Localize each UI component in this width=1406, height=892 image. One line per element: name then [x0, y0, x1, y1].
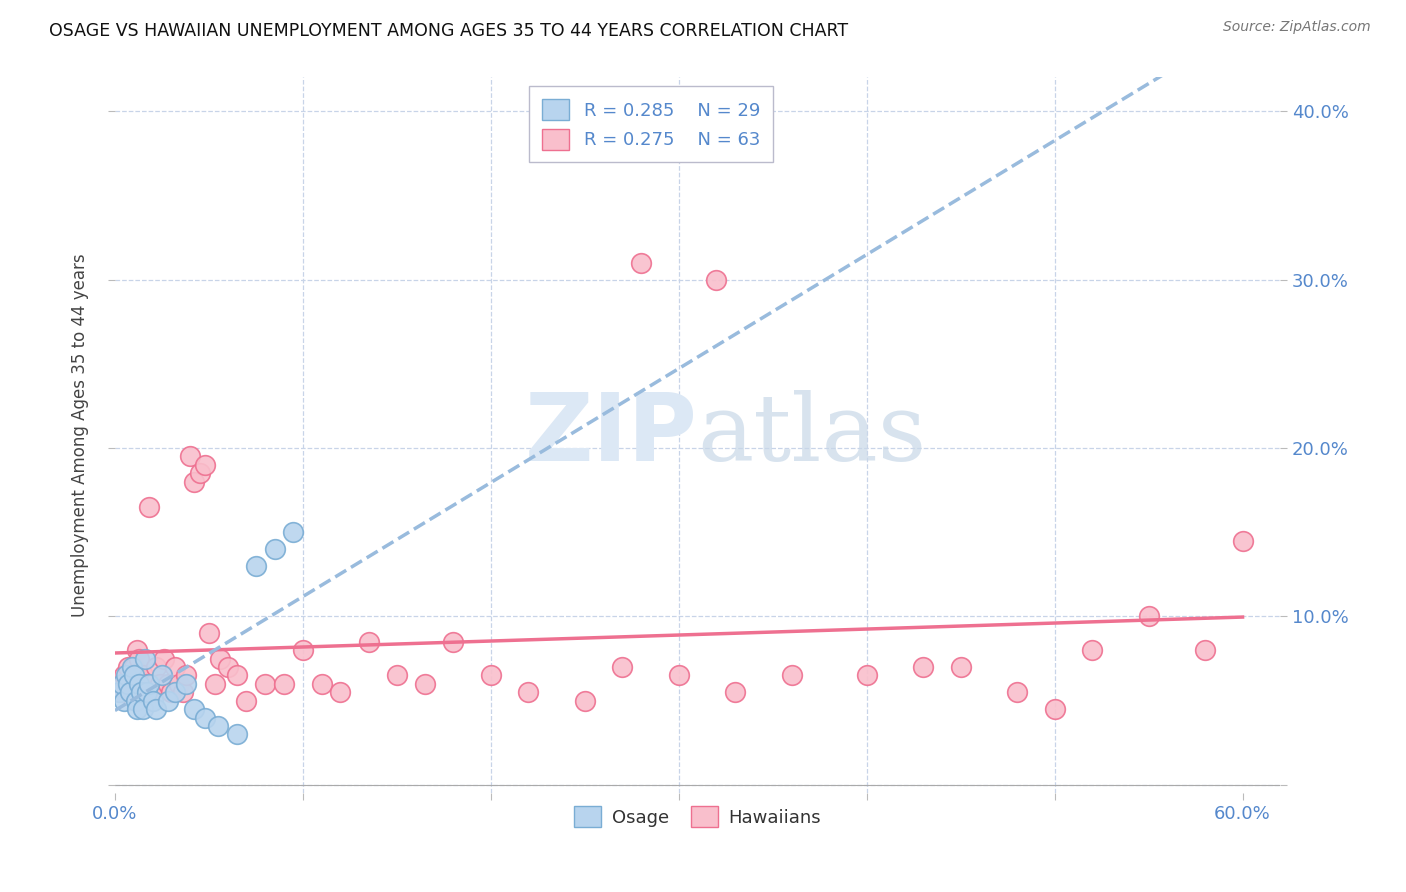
Point: [188, 467, 211, 481]
Point: [574, 694, 596, 708]
Point: [441, 634, 464, 648]
Point: [117, 677, 139, 691]
Point: [235, 694, 257, 708]
Point: [194, 458, 217, 472]
Point: [149, 677, 172, 691]
Point: [139, 685, 162, 699]
Point: [132, 668, 155, 682]
Point: [207, 719, 229, 733]
Point: [132, 702, 155, 716]
Point: [198, 626, 221, 640]
Point: [150, 668, 173, 682]
Point: [135, 677, 157, 691]
Point: [254, 677, 277, 691]
Point: [165, 685, 187, 699]
Point: [121, 660, 143, 674]
Point: [226, 668, 249, 682]
Point: [112, 694, 135, 708]
Point: [704, 272, 727, 286]
Point: [128, 677, 150, 691]
Point: [141, 694, 163, 708]
Point: [134, 685, 156, 699]
Point: [145, 702, 167, 716]
Point: [179, 450, 201, 464]
Point: [160, 685, 183, 699]
Point: [129, 677, 152, 691]
Point: [357, 634, 380, 648]
Point: [413, 677, 436, 691]
Point: [194, 710, 217, 724]
Point: [115, 677, 138, 691]
Point: [117, 660, 139, 674]
Point: [156, 677, 179, 691]
Point: [855, 668, 877, 682]
Point: [138, 500, 160, 514]
Point: [122, 668, 145, 682]
Point: [138, 677, 160, 691]
Point: [134, 651, 156, 665]
Point: [273, 677, 295, 691]
Point: [780, 668, 803, 682]
Point: [176, 677, 198, 691]
Text: OSAGE VS HAWAIIAN UNEMPLOYMENT AMONG AGES 35 TO 44 YEARS CORRELATION CHART: OSAGE VS HAWAIIAN UNEMPLOYMENT AMONG AGE…: [49, 22, 848, 40]
Text: Source: ZipAtlas.com: Source: ZipAtlas.com: [1223, 20, 1371, 34]
Point: [183, 702, 205, 716]
Point: [115, 668, 138, 682]
Y-axis label: Unemployment Among Ages 35 to 44 years: Unemployment Among Ages 35 to 44 years: [72, 253, 89, 617]
Point: [204, 677, 226, 691]
Point: [124, 668, 146, 682]
Point: [110, 685, 132, 699]
Point: [129, 685, 152, 699]
Text: atlas: atlas: [697, 391, 927, 481]
Point: [135, 685, 157, 699]
Point: [167, 677, 190, 691]
Point: [152, 651, 174, 665]
Legend: Osage, Hawaiians: Osage, Hawaiians: [567, 799, 828, 834]
Point: [1232, 533, 1254, 548]
Point: [724, 685, 747, 699]
Point: [156, 694, 179, 708]
Point: [183, 475, 205, 489]
Point: [141, 677, 163, 691]
Point: [111, 677, 134, 691]
Point: [949, 660, 972, 674]
Point: [112, 668, 135, 682]
Point: [217, 660, 239, 674]
Point: [612, 660, 634, 674]
Point: [107, 685, 129, 699]
Point: [311, 677, 333, 691]
Point: [145, 660, 167, 674]
Point: [122, 660, 145, 674]
Point: [128, 651, 150, 665]
Point: [385, 668, 408, 682]
Point: [479, 668, 502, 682]
Point: [630, 256, 652, 270]
Point: [283, 525, 305, 540]
Point: [1194, 643, 1216, 657]
Point: [165, 660, 187, 674]
Point: [121, 677, 143, 691]
Point: [517, 685, 540, 699]
Text: ZIP: ZIP: [524, 390, 697, 482]
Point: [118, 685, 141, 699]
Point: [291, 643, 314, 657]
Point: [245, 558, 267, 573]
Point: [176, 668, 198, 682]
Point: [1081, 643, 1104, 657]
Point: [127, 643, 149, 657]
Point: [912, 660, 935, 674]
Point: [1043, 702, 1066, 716]
Point: [124, 694, 146, 708]
Point: [668, 668, 690, 682]
Point: [172, 685, 194, 699]
Point: [209, 651, 232, 665]
Point: [1137, 609, 1160, 624]
Point: [329, 685, 352, 699]
Point: [118, 685, 141, 699]
Point: [263, 542, 285, 557]
Point: [127, 702, 149, 716]
Point: [1005, 685, 1028, 699]
Point: [226, 727, 249, 741]
